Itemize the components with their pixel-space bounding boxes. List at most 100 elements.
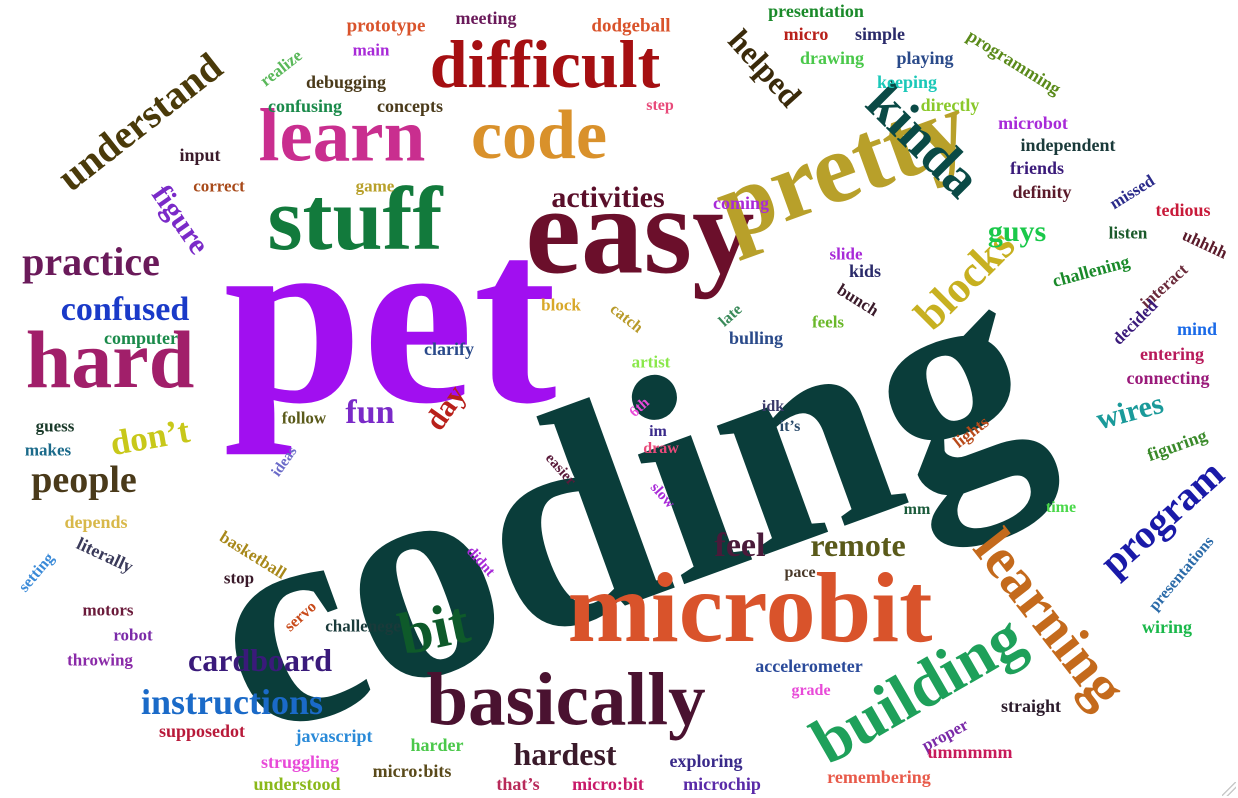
word-62: uhhhh <box>1179 225 1231 263</box>
word-108: grade <box>791 682 831 699</box>
word-106: throwing <box>67 650 133 670</box>
word-32: guys <box>987 215 1047 248</box>
word-61: listen <box>1108 223 1148 243</box>
word-29: feel <box>714 527 766 564</box>
word-18: practice <box>22 239 160 284</box>
word-52: independent <box>1020 135 1116 155</box>
word-41: drawing <box>799 48 865 68</box>
word-80: guess <box>35 416 75 436</box>
word-116: straight <box>1001 696 1061 716</box>
word-16: program <box>1090 450 1233 585</box>
word-95: depends <box>64 512 128 532</box>
word-10: basically <box>426 658 706 742</box>
word-76: bulling <box>728 328 784 348</box>
word-37: presentation <box>768 1 864 21</box>
word-51: microbot <box>998 113 1068 133</box>
word-97: setting <box>15 549 58 596</box>
word-54: definity <box>1012 182 1072 202</box>
word-122: micro:bit <box>572 774 644 794</box>
word-27: fun <box>345 394 395 431</box>
resize-grip-icon <box>1222 782 1236 796</box>
word-5: stuff <box>267 170 443 269</box>
word-90: it’s <box>779 418 801 435</box>
word-77: computer <box>104 328 178 348</box>
word-40: programming <box>963 25 1065 99</box>
word-43: realize <box>256 45 306 91</box>
word-44: main <box>352 40 390 60</box>
word-46: keeping <box>876 72 938 92</box>
word-53: friends <box>1010 158 1064 178</box>
word-4: microbit <box>567 552 933 663</box>
word-26: cardboard <box>188 642 332 678</box>
word-119: understood <box>253 774 341 794</box>
word-114: exploring <box>669 751 743 771</box>
word-113: harder <box>410 735 464 755</box>
word-103: motors <box>82 600 134 620</box>
word-81: makes <box>24 440 72 460</box>
word-117: ummmmm <box>927 742 1013 762</box>
word-94: mm <box>903 501 931 518</box>
word-23: people <box>31 459 137 501</box>
word-48: confusing <box>267 96 343 116</box>
word-35: meeting <box>455 8 517 28</box>
word-49: concepts <box>377 96 443 116</box>
word-67: decided <box>1108 295 1162 349</box>
word-86: draw <box>643 440 679 457</box>
word-45: debugging <box>305 72 387 92</box>
word-69: entering <box>1140 344 1204 364</box>
word-93: time <box>1045 499 1077 516</box>
word-42: playing <box>896 48 954 68</box>
word-70: connecting <box>1126 368 1210 388</box>
word-89: idk <box>761 398 785 415</box>
word-105: challenege <box>325 616 401 636</box>
word-71: block <box>541 295 581 315</box>
word-118: struggling <box>260 752 340 772</box>
word-65: challening <box>1050 251 1132 291</box>
word-47: directly <box>920 95 980 115</box>
word-78: clarify <box>424 339 474 359</box>
word-7: code <box>470 97 608 174</box>
word-64: kids <box>848 261 882 281</box>
word-2: easy <box>525 162 755 301</box>
word-68: mind <box>1176 319 1218 339</box>
word-25: instructions <box>140 682 324 722</box>
word-123: microchip <box>683 774 761 794</box>
word-120: micro:bits <box>372 761 452 781</box>
word-99: stop <box>223 568 255 588</box>
word-33: wires <box>1092 386 1167 437</box>
word-1: pet <box>223 179 557 456</box>
word-6: learn <box>258 94 426 178</box>
word-36: dodgeball <box>591 15 671 37</box>
word-109: wiring <box>1141 617 1193 637</box>
word-34: prototype <box>346 15 426 37</box>
word-31: hardest <box>513 736 617 772</box>
word-107: accelerometer <box>755 656 863 676</box>
word-57: input <box>179 145 221 165</box>
word-8: difficult <box>429 26 661 102</box>
word-85: im <box>649 423 667 440</box>
word-50: step <box>646 97 674 114</box>
word-19: confused <box>60 291 190 328</box>
word-60: coming <box>713 193 769 213</box>
word-21: activities <box>551 181 665 214</box>
word-56: tedious <box>1155 200 1211 220</box>
word-63: slide <box>829 244 863 264</box>
word-112: javascript <box>295 726 373 746</box>
word-75: feels <box>811 312 845 332</box>
word-79: artist <box>631 352 671 372</box>
word-124: remembering <box>827 767 931 787</box>
word-121: that’s <box>496 774 540 794</box>
word-24: don’t <box>107 410 193 464</box>
word-30: remote <box>810 527 906 563</box>
word-39: simple <box>854 24 906 44</box>
word-101: pace <box>784 564 816 581</box>
word-104: robot <box>113 625 153 645</box>
word-82: follow <box>281 408 327 428</box>
word-38: micro <box>783 24 829 44</box>
word-55: missed <box>1106 170 1158 214</box>
word-9: hard <box>25 314 195 405</box>
word-14: bit <box>392 588 476 668</box>
word-59: game <box>355 176 395 196</box>
word-96: literally <box>73 533 137 577</box>
